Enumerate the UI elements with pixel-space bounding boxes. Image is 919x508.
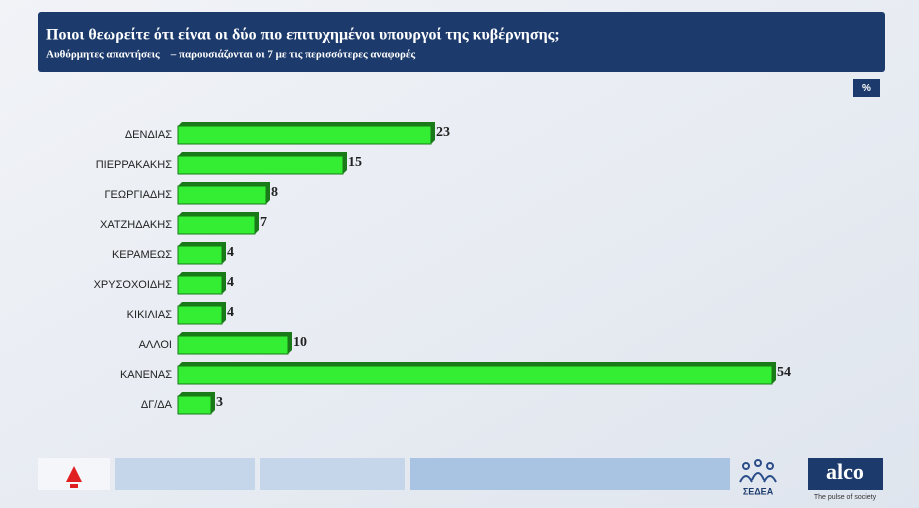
bar [177,275,223,295]
unit-badge: % [862,83,871,94]
footer-box [115,458,255,490]
alco-box [808,458,883,490]
bar-side [178,302,226,324]
unit-badge-box [853,79,880,97]
channel-logo [66,466,82,488]
footer-box [260,458,405,490]
category-label: ΚΑΝΕΝΑΣ [120,369,172,381]
header-box [38,12,885,72]
category-label: ΧΑΤΖΗΔΑΚΗΣ [100,219,172,231]
bar-side [178,212,259,234]
value-label: 7 [260,215,267,230]
bar-side [178,152,347,174]
sedea-icon [739,459,777,483]
bar-side [178,182,270,204]
value-label: 54 [777,365,791,380]
bar-side [178,272,226,294]
bar [177,155,344,175]
bar [177,185,267,205]
bar-side [178,242,226,264]
value-label: 3 [216,395,223,410]
bar [177,305,223,325]
category-label: ΔΓ/ΔΑ [141,399,173,411]
bar-side [178,332,292,354]
chart-subtitle: Αυθόρμητες απαντήσεις – παρουσιάζονται ο… [46,49,416,61]
chart-title: Ποιοι θεωρείτε ότι είναι οι δύο πιο επιτ… [46,27,560,44]
category-label: ΚΙΚΙΛΙΑΣ [127,309,173,321]
bar [177,365,773,385]
sedea-logo: ΣΕΔΕΑ [743,486,774,496]
bar [177,245,223,265]
category-label: ΧΡΥΣΟΧΟΙΔΗΣ [94,279,173,291]
bar [177,395,212,415]
value-label: 10 [293,335,307,350]
value-label: 23 [436,125,450,140]
value-label: 15 [348,155,362,170]
value-label: 8 [271,185,278,200]
alco-logo: alco [826,459,864,484]
value-label: 4 [227,275,234,290]
bar-side [178,122,435,144]
bar [177,125,432,145]
category-label: ΚΕΡΑΜΕΩΣ [112,249,172,261]
bar-side [178,362,776,384]
category-label: ΓΕΩΡΓΙΑΔΗΣ [105,189,173,201]
alco-tagline: The pulse of society [814,494,877,501]
category-label: ΠΙΕΡΡΑΚΑΚΗΣ [96,159,172,171]
category-label: ΑΛΛΟΙ [139,339,172,351]
value-label: 4 [227,245,234,260]
category-label: ΔΕΝΔΙΑΣ [125,129,172,141]
bar [177,215,256,235]
value-label: 4 [227,305,234,320]
footer-box [410,458,730,490]
bar [177,335,289,355]
